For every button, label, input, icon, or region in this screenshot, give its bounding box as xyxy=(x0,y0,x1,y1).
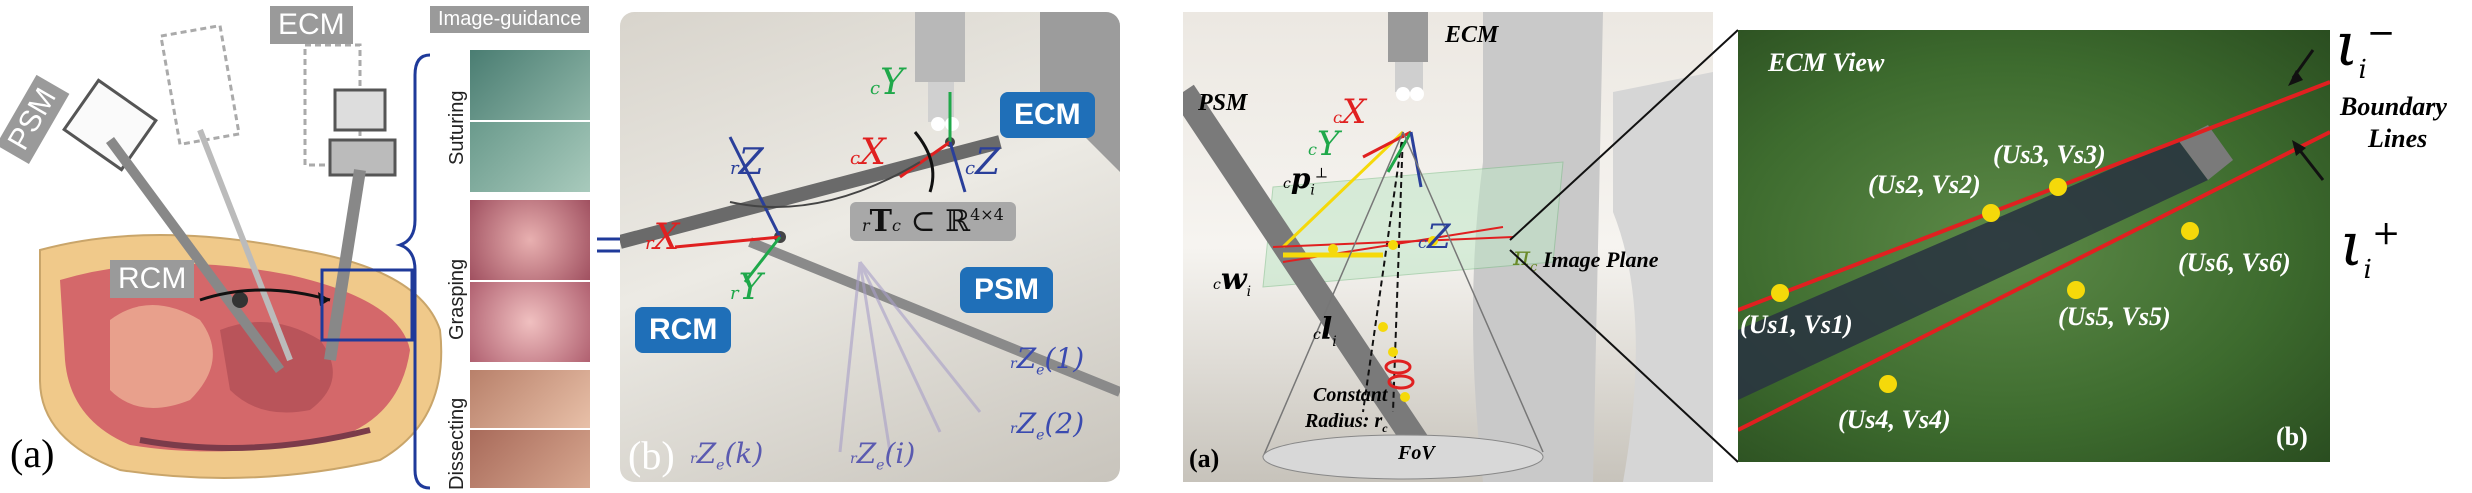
ecm-view-drawing xyxy=(1738,49,2330,432)
tag-rcm: RCM xyxy=(635,307,732,353)
tag-psm: PSM xyxy=(960,267,1054,313)
l-i: cli xyxy=(1313,312,1337,350)
psm-label: PSM xyxy=(1198,90,1248,116)
axis-cX: cX xyxy=(850,132,886,173)
axis-rY: rY xyxy=(730,267,763,308)
task-dissecting: Dissecting xyxy=(446,397,468,490)
dissecting-image-1 xyxy=(470,370,590,428)
point-us2: (Us2, Vs2) xyxy=(1868,170,1981,199)
guidance-header: Image-guidance xyxy=(430,6,590,33)
p-perp: cpi⊥ xyxy=(1283,162,1329,199)
panel-letter: (b) xyxy=(2276,422,2308,451)
boundary-label-1: Boundary xyxy=(2340,92,2447,121)
axis-cZ: cZ xyxy=(1418,217,1451,257)
zoom-connectors xyxy=(1509,29,1739,463)
dissecting-image-2 xyxy=(470,430,590,488)
panel-letter: (b) xyxy=(628,433,675,478)
fov-label: FoV xyxy=(1398,442,1435,464)
point-us1: (Us1, Vs1) xyxy=(1740,310,1853,339)
tag-ecm: ECM xyxy=(1000,92,1095,138)
panel-letter: (a) xyxy=(10,431,55,476)
point-us6: (Us6, Vs6) xyxy=(2178,248,2291,277)
grasping-image-1 xyxy=(470,200,590,280)
axis-cY: cY xyxy=(870,62,904,103)
boundary-l-plus: ιi+ xyxy=(2340,210,2401,285)
projection-drawing xyxy=(1183,12,1713,482)
tag-rcm: RCM xyxy=(110,260,195,298)
point-us5: (Us5, Vs5) xyxy=(2058,302,2171,331)
point-us4: (Us4, Vs4) xyxy=(1838,405,1951,434)
axis-cX: cX xyxy=(1333,92,1367,132)
boundary-label-2: Lines xyxy=(2368,124,2428,153)
ecm-label: ECM xyxy=(1445,22,1499,48)
frames-drawing xyxy=(620,12,1120,453)
axis-cZ: cZ xyxy=(965,142,1001,183)
point-us3: (Us3, Vs3) xyxy=(1993,140,2106,169)
tag-ecm: ECM xyxy=(270,6,353,44)
axis-rZ: rZ xyxy=(730,142,764,183)
w-i: cwi xyxy=(1213,262,1252,300)
radius-label: Radius: rc xyxy=(1305,410,1388,435)
guidance-column xyxy=(470,50,590,490)
constant-label: Constant xyxy=(1313,384,1388,406)
task-suturing: Suturing xyxy=(446,90,468,166)
ze-k: rZe(k) xyxy=(690,437,764,474)
ze-i: rZe(i) xyxy=(850,437,916,474)
panel-projection: ECM PSM cX cY cZ cpi⊥ cwi cli πc Image P… xyxy=(1183,12,1713,482)
axis-cY: cY xyxy=(1308,124,1340,164)
panel-coordinate-frames: ECM PSM RCM cY cX cZ rZ rX rY rTc ⊂ ℝ4×4… xyxy=(620,12,1120,482)
suturing-image-1 xyxy=(470,50,590,120)
panel-letter: (a) xyxy=(1189,444,1220,473)
task-grasping: Grasping xyxy=(446,258,468,340)
axis-rX: rX xyxy=(645,217,680,258)
ecm-view-title: ECM View xyxy=(1768,48,1885,77)
panel-robot-overview: ECM PSM RCM Image-guidance (a) Suturing … xyxy=(0,0,600,493)
suturing-image-2 xyxy=(470,122,590,192)
grasping-image-2 xyxy=(470,282,590,362)
boundary-l-minus: ιi− xyxy=(2335,10,2396,85)
ze-1: rZe(1) xyxy=(1010,342,1085,379)
transform-box: rTc ⊂ ℝ4×4 xyxy=(850,202,1016,241)
image-plane-label: Image Plane xyxy=(1543,247,1659,272)
ze-2: rZe(2) xyxy=(1010,407,1085,444)
panel-ecm-view: ECM View (Us1, Vs1) (Us2, Vs2) (Us3, Vs3… xyxy=(1738,30,2330,462)
